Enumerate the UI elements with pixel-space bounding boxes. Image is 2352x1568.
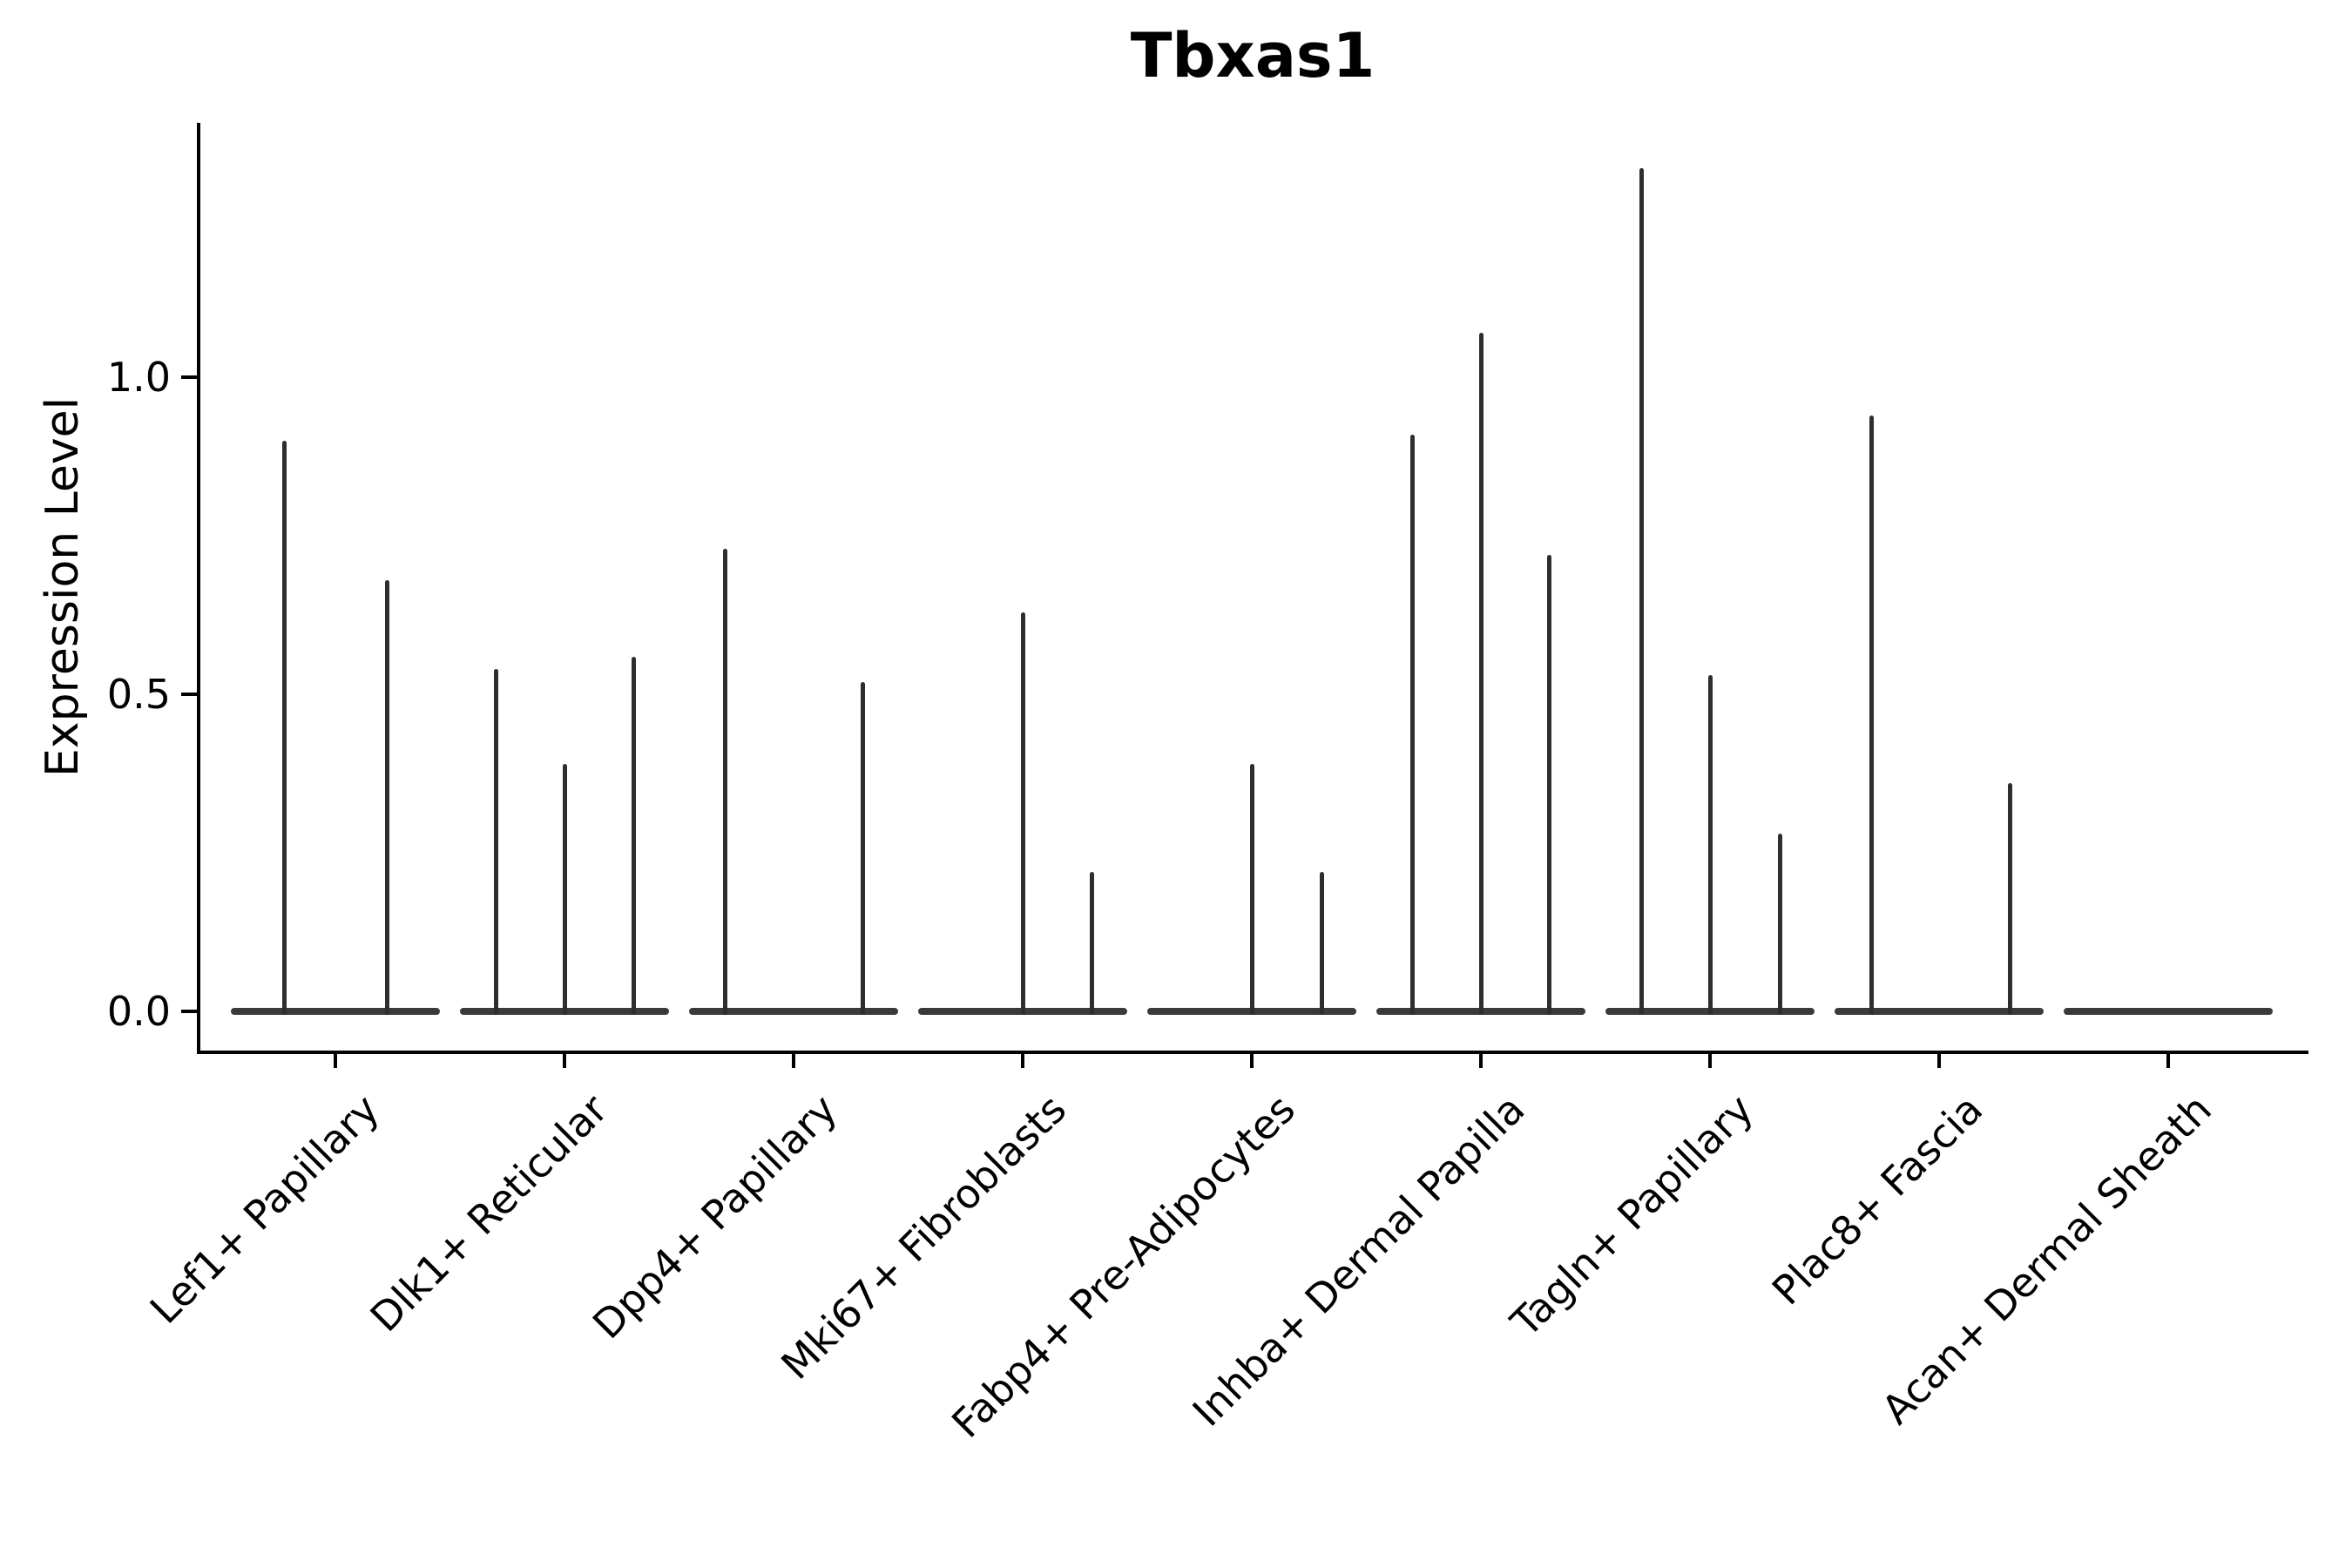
x-tick-label: Lef1+ Papillary: [140, 1085, 389, 1333]
x-tick: [1479, 1054, 1483, 1068]
y-axis-spine: [197, 123, 200, 1052]
x-tick: [563, 1054, 566, 1068]
x-tick: [792, 1054, 795, 1068]
expression-spike: [282, 440, 287, 1016]
chart-title: Tbxas1: [1130, 20, 1375, 91]
expression-spike: [723, 548, 727, 1016]
x-tick: [1708, 1054, 1712, 1068]
violin-baseline: [2064, 1008, 2273, 1016]
x-tick: [2166, 1054, 2170, 1068]
expression-spike: [1639, 167, 1644, 1016]
violin-baseline: [1835, 1008, 2044, 1016]
x-tick: [334, 1054, 337, 1068]
expression-spike: [1778, 834, 1782, 1016]
expression-spike: [2008, 783, 2012, 1016]
expression-spike: [1708, 675, 1713, 1016]
expression-spike: [1021, 612, 1025, 1016]
x-tick: [1021, 1054, 1024, 1068]
x-axis-spine: [197, 1051, 2308, 1054]
expression-spike: [1479, 333, 1484, 1016]
y-tick-label: 0.5: [106, 671, 171, 719]
expression-spike: [861, 681, 865, 1016]
expression-spike: [1547, 554, 1551, 1016]
y-tick-label: 1.0: [106, 354, 171, 402]
expression-spike: [563, 764, 567, 1016]
expression-spike: [632, 656, 636, 1016]
violin-baseline: [231, 1008, 440, 1016]
y-axis-label: Expression Level: [37, 396, 89, 778]
x-tick: [1937, 1054, 1941, 1068]
expression-spike: [1250, 764, 1254, 1016]
y-tick: [181, 375, 197, 380]
expression-spike: [494, 669, 498, 1016]
expression-spike: [1320, 872, 1324, 1016]
expression-spike: [1090, 872, 1094, 1016]
x-tick-label: Tagln+ Papillary: [1502, 1085, 1763, 1346]
expression-spike: [1869, 415, 1874, 1016]
violin-baseline: [689, 1008, 898, 1016]
expression-spike: [1410, 434, 1415, 1016]
y-tick: [181, 693, 197, 697]
x-tick-label: Plac8+ Fascia: [1762, 1085, 1992, 1315]
y-tick: [181, 1010, 197, 1014]
y-tick-label: 0.0: [106, 988, 171, 1036]
x-tick-label: Dpp4+ Papillary: [583, 1085, 847, 1348]
x-tick: [1250, 1054, 1254, 1068]
x-tick-label: Dlk1+ Reticular: [361, 1085, 618, 1342]
expression-spike: [385, 580, 389, 1016]
